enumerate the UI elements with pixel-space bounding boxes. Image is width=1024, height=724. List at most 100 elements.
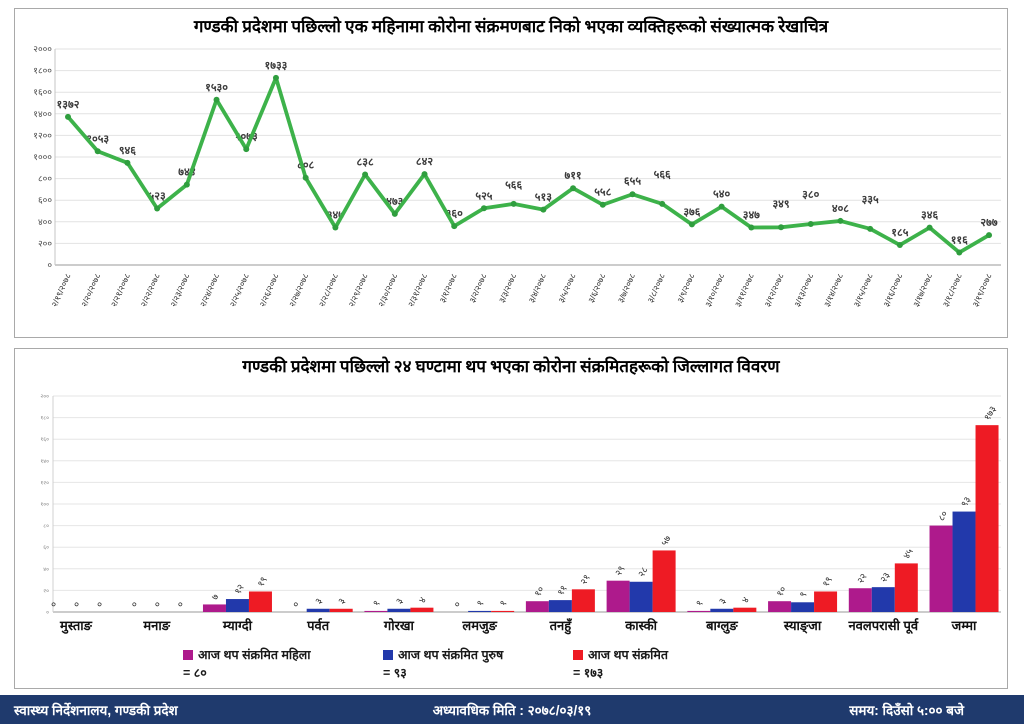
footer-updated-date: अध्यावधिक मिति : २०७८/०३/१९ — [432, 703, 592, 718]
legend-swatch-total — [573, 650, 583, 660]
bar-value-label: ३ — [313, 596, 325, 606]
bar-female — [525, 601, 549, 612]
bar-female — [848, 588, 872, 612]
x-axis-date-label: ३/९/२०७८ — [675, 272, 697, 305]
y-axis-tick-label: २००० — [33, 44, 52, 54]
line-data-point — [65, 113, 71, 120]
x-axis-date-label: ३/१९/२०७८ — [970, 272, 994, 309]
line-data-point — [540, 206, 547, 213]
y-axis-tick-label: १६० — [40, 437, 49, 443]
district-label: पर्वत — [306, 618, 330, 633]
bar-value-label: ३ — [394, 596, 406, 606]
recovered-line — [66, 75, 991, 255]
line-data-label: २७७ — [980, 217, 997, 229]
bar-male — [468, 610, 492, 612]
y-axis-tick-label: ० — [47, 260, 52, 270]
district-label: जम्मा — [951, 618, 977, 633]
x-axis-date-label: ३/२/२०७८ — [467, 272, 489, 305]
y-axis-tick-label: १८०० — [33, 66, 52, 76]
x-axis-date-label: २/२८/२०७८ — [317, 272, 341, 309]
line-data-label: ५४० — [713, 189, 730, 201]
line-data-point — [362, 171, 369, 178]
legend-value-total: = १७३ — [573, 665, 604, 680]
district-label: मनाङ — [142, 618, 170, 633]
x-axis-date-label: ३/१३/२०७८ — [792, 272, 816, 309]
x-axis-date-label: २/२७/२०७८ — [287, 272, 311, 309]
line-chart-title: गण्डकी प्रदेशमा पछिल्लो एक महिनामा कोरोन… — [193, 17, 829, 36]
line-data-label: ५१३ — [535, 192, 552, 204]
line-data-point — [807, 220, 814, 227]
line-data-label: ९४६ — [119, 145, 136, 157]
district-label: स्याङ्जा — [783, 618, 822, 634]
line-data-point — [986, 232, 993, 239]
x-axis-date-label: ३/८/२०७८ — [645, 272, 667, 305]
line-data-point — [391, 210, 398, 217]
x-axis-date-label: ३/७/२०७८ — [615, 272, 637, 305]
line-data-label: ३४९ — [772, 199, 789, 211]
bar-value-label: १ — [694, 599, 706, 609]
line-data-label: ७११ — [564, 170, 581, 182]
bar-total — [894, 563, 918, 612]
bar-value-label: ९ — [798, 590, 810, 600]
line-data-label: ३८० — [802, 189, 819, 201]
line-data-label: ३४६ — [921, 210, 938, 222]
district-label: म्याग्दी — [222, 618, 253, 633]
line-data-label: १८५ — [891, 227, 908, 239]
x-axis-date-label: ३/३/२०७८ — [497, 272, 519, 305]
line-data-label: ८४२ — [416, 156, 433, 168]
bar-value-label: २३ — [878, 571, 892, 585]
legend-label-female: आज थप संक्रमित महिला — [198, 648, 311, 662]
bar-value-label: २९ — [613, 564, 627, 578]
line-data-point — [688, 221, 695, 228]
x-axis-date-label: ३/१५/२०७८ — [851, 272, 875, 309]
bar-value-label: १ — [498, 599, 510, 609]
x-axis-date-label: २/२२/२०७८ — [138, 272, 162, 309]
y-axis-tick-label: ८०० — [38, 174, 52, 184]
line-data-point — [243, 146, 250, 153]
line-data-point — [124, 159, 131, 166]
bar-total — [491, 610, 515, 612]
district-label: कास्की — [624, 618, 657, 633]
legend-entry-female: आज थप संक्रमित महिला = ८० — [183, 648, 311, 681]
bar-total — [571, 589, 595, 612]
bar-value-label: १२ — [233, 582, 247, 596]
bar-value-label: ४५ — [901, 547, 915, 561]
district-label: नवलपरासी पूर्व — [847, 618, 919, 634]
bar-value-label: १० — [775, 585, 789, 599]
line-data-label: ५२५ — [475, 190, 492, 202]
line-data-point — [154, 205, 161, 212]
y-axis-tick-label: १८० — [40, 416, 49, 422]
bar-male — [306, 608, 330, 612]
line-data-label: ३७६ — [683, 206, 700, 218]
bar-male — [791, 602, 815, 612]
y-axis-tick-label: १४०० — [33, 109, 52, 119]
y-axis-tick-label: १०० — [40, 502, 49, 508]
x-axis-date-label: ३/११/२०७८ — [733, 272, 757, 309]
recovered-line-chart-panel: गण्डकी प्रदेशमा पछिल्लो एक महिनामा कोरोन… — [14, 8, 1008, 338]
line-data-label: १७३३ — [265, 60, 288, 72]
x-axis-date-label: ३/६/२०७८ — [586, 272, 608, 305]
y-axis-tick-label: २० — [43, 588, 49, 594]
bar-value-label: ८० — [936, 509, 950, 523]
bar-value-label: १७३ — [982, 404, 999, 422]
bar-value-label: ० — [290, 600, 302, 610]
line-data-label: ५५८ — [594, 187, 611, 199]
bar-female — [929, 525, 953, 612]
y-axis-tick-label: ४० — [43, 567, 49, 573]
line-data-label: ४०८ — [832, 203, 849, 215]
footer-time: समय: दिउँसो ५:०० बजे — [849, 703, 964, 718]
line-data-point — [718, 203, 725, 210]
bar-male — [629, 581, 653, 612]
legend-entry-total: आज थप संक्रमित = १७३ — [573, 648, 668, 681]
bar-value-label: २१ — [578, 573, 592, 587]
bar-value-label: २८ — [636, 565, 650, 579]
line-data-label: ५६६ — [505, 179, 522, 191]
line-data-label: ८३८ — [357, 156, 374, 168]
line-data-point — [896, 242, 903, 249]
y-axis-tick-label: ८० — [43, 524, 49, 530]
district-label: तनहुँ — [549, 618, 573, 635]
legend-value-male: = ९३ — [383, 665, 407, 680]
bar-female — [687, 610, 711, 612]
line-data-point — [510, 200, 517, 207]
bar-male — [710, 608, 734, 612]
